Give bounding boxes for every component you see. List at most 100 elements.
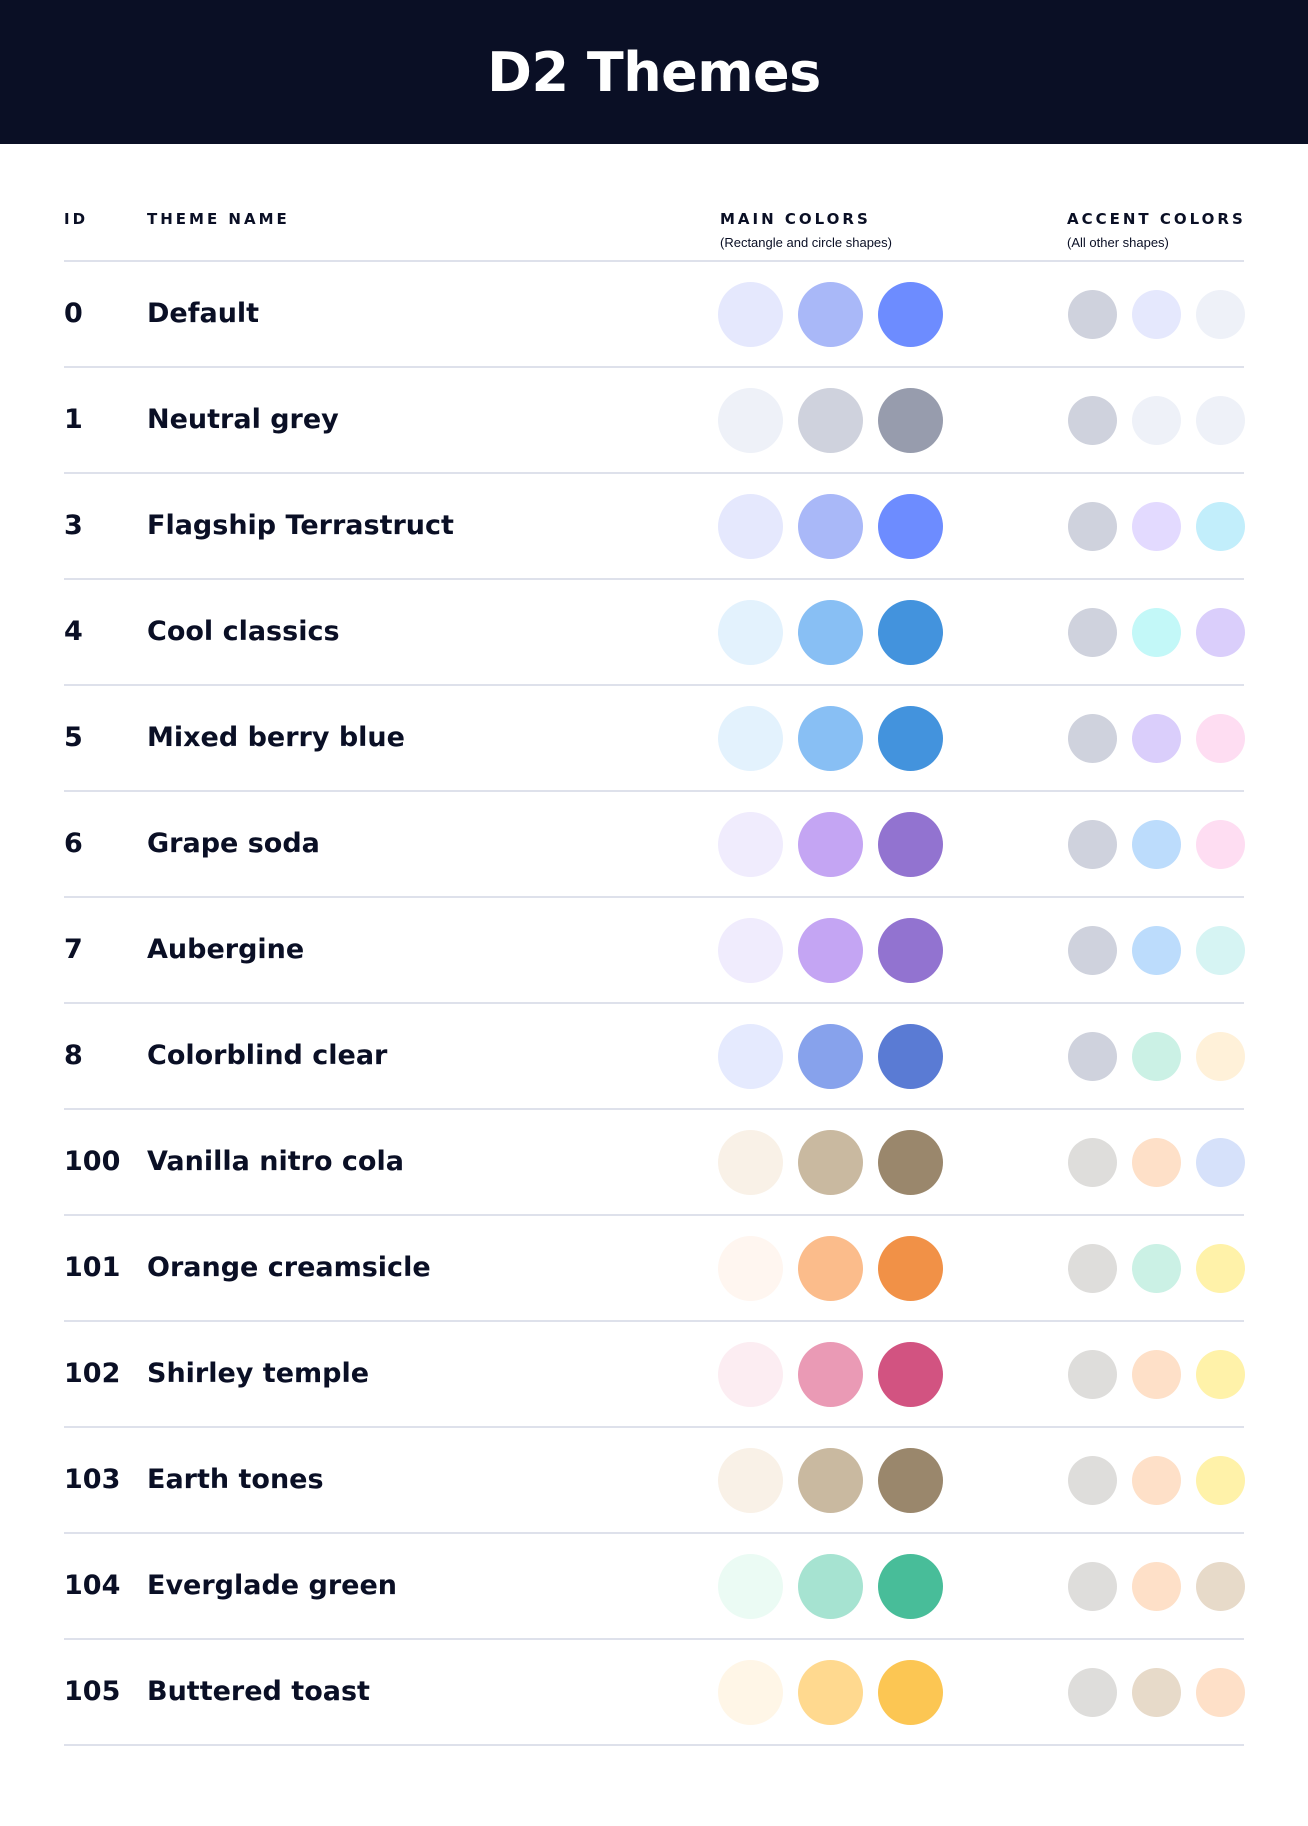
accent-color-swatch [1068, 1456, 1117, 1505]
main-color-swatch [798, 812, 863, 877]
main-color-swatch [878, 282, 943, 347]
accent-color-swatch [1068, 1350, 1117, 1399]
theme-name: Aubergine [147, 934, 305, 965]
main-color-swatch [878, 1130, 943, 1195]
main-color-swatch [718, 1342, 783, 1407]
accent-color-swatch [1196, 1456, 1245, 1505]
main-color-swatch [798, 1024, 863, 1089]
accent-color-swatch [1068, 1032, 1117, 1081]
main-color-swatch [718, 600, 783, 665]
column-header-accent-colors: ACCENT COLORS [1067, 210, 1246, 228]
column-header-theme-name: THEME NAME [147, 210, 290, 228]
accent-color-swatch [1196, 290, 1245, 339]
main-color-swatch [718, 1554, 783, 1619]
main-color-swatch [718, 282, 783, 347]
main-color-swatch [718, 812, 783, 877]
main-color-swatch [878, 1342, 943, 1407]
main-color-swatch [878, 388, 943, 453]
main-color-swatch [878, 918, 943, 983]
main-color-swatch [718, 494, 783, 559]
main-color-swatch [878, 1554, 943, 1619]
theme-id: 0 [64, 298, 83, 329]
theme-name: Vanilla nitro cola [147, 1146, 404, 1177]
theme-id: 6 [64, 828, 83, 859]
accent-color-swatch [1068, 502, 1117, 551]
main-color-swatch [798, 600, 863, 665]
themes-table: 0 Default 1 Neutral grey 3 Flagship Terras… [64, 260, 1245, 1746]
main-color-swatch [718, 1236, 783, 1301]
accent-color-swatch [1132, 1244, 1181, 1293]
table-row: 102 Shirley temple [64, 1322, 1245, 1428]
theme-name: Orange creamsicle [147, 1252, 431, 1283]
main-color-swatch [718, 1024, 783, 1089]
main-color-swatch [798, 1130, 863, 1195]
theme-name: Colorblind clear [147, 1040, 388, 1071]
column-subheader-main-colors: (Rectangle and circle shapes) [720, 235, 892, 250]
main-color-swatch [718, 1130, 783, 1195]
accent-color-swatch [1196, 714, 1245, 763]
accent-color-swatch [1068, 1244, 1117, 1293]
accent-color-swatch [1132, 820, 1181, 869]
theme-name: Everglade green [147, 1570, 398, 1601]
main-color-swatch [878, 1660, 943, 1725]
table-row: 3 Flagship Terrastruct [64, 474, 1245, 580]
accent-color-swatch [1196, 502, 1245, 551]
table-row: 1 Neutral grey [64, 368, 1245, 474]
theme-name: Default [147, 298, 260, 329]
theme-id: 103 [64, 1464, 121, 1495]
main-color-swatch [718, 1660, 783, 1725]
theme-name: Neutral grey [147, 404, 339, 435]
main-color-swatch [878, 1448, 943, 1513]
page-header: D2 Themes [0, 0, 1308, 144]
theme-name: Earth tones [147, 1464, 324, 1495]
main-color-swatch [878, 1024, 943, 1089]
main-color-swatch [878, 706, 943, 771]
accent-color-swatch [1068, 290, 1117, 339]
theme-name: Buttered toast [147, 1676, 370, 1707]
table-row: 103 Earth tones [64, 1428, 1245, 1534]
theme-id: 7 [64, 934, 83, 965]
accent-color-swatch [1068, 1562, 1117, 1611]
main-color-swatch [798, 1236, 863, 1301]
table-row: 104 Everglade green [64, 1534, 1245, 1640]
accent-color-swatch [1068, 1138, 1117, 1187]
table-row: 6 Grape soda [64, 792, 1245, 898]
accent-color-swatch [1068, 926, 1117, 975]
accent-color-swatch [1132, 1456, 1181, 1505]
main-color-swatch [798, 1448, 863, 1513]
accent-color-swatch [1196, 1138, 1245, 1187]
accent-color-swatch [1196, 820, 1245, 869]
page-title: D2 Themes [487, 40, 821, 104]
accent-color-swatch [1132, 1562, 1181, 1611]
theme-id: 101 [64, 1252, 121, 1283]
accent-color-swatch [1068, 714, 1117, 763]
main-color-swatch [798, 494, 863, 559]
accent-color-swatch [1068, 820, 1117, 869]
accent-color-swatch [1196, 1668, 1245, 1717]
table-row: 100 Vanilla nitro cola [64, 1110, 1245, 1216]
main-color-swatch [798, 282, 863, 347]
theme-name: Shirley temple [147, 1358, 370, 1389]
accent-color-swatch [1132, 608, 1181, 657]
accent-color-swatch [1132, 926, 1181, 975]
accent-color-swatch [1068, 608, 1117, 657]
main-color-swatch [798, 388, 863, 453]
accent-color-swatch [1196, 608, 1245, 657]
main-color-swatch [718, 706, 783, 771]
accent-color-swatch [1196, 926, 1245, 975]
accent-color-swatch [1196, 396, 1245, 445]
main-color-swatch [878, 600, 943, 665]
column-subheader-accent-colors: (All other shapes) [1067, 235, 1169, 250]
accent-color-swatch [1196, 1562, 1245, 1611]
accent-color-swatch [1068, 396, 1117, 445]
main-color-swatch [878, 1236, 943, 1301]
theme-name: Cool classics [147, 616, 340, 647]
accent-color-swatch [1196, 1350, 1245, 1399]
table-row: 101 Orange creamsicle [64, 1216, 1245, 1322]
accent-color-swatch [1196, 1032, 1245, 1081]
table-row: 0 Default [64, 262, 1245, 368]
accent-color-swatch [1132, 290, 1181, 339]
accent-color-swatch [1132, 714, 1181, 763]
main-color-swatch [718, 1448, 783, 1513]
theme-id: 102 [64, 1358, 121, 1389]
